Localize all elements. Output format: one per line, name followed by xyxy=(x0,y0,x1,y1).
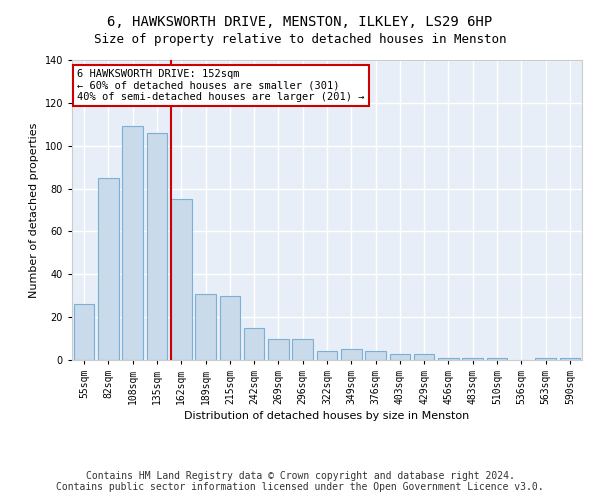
Bar xyxy=(463,358,483,360)
Bar xyxy=(220,296,240,360)
Bar xyxy=(122,126,143,360)
Bar xyxy=(317,352,337,360)
Bar xyxy=(292,338,313,360)
Bar xyxy=(535,358,556,360)
Bar xyxy=(560,358,580,360)
Bar xyxy=(74,304,94,360)
Bar xyxy=(487,358,508,360)
Bar xyxy=(244,328,265,360)
Bar xyxy=(98,178,119,360)
Text: Contains HM Land Registry data © Crown copyright and database right 2024.
Contai: Contains HM Land Registry data © Crown c… xyxy=(56,471,544,492)
Bar xyxy=(389,354,410,360)
Bar xyxy=(268,338,289,360)
Y-axis label: Number of detached properties: Number of detached properties xyxy=(29,122,39,298)
Text: Size of property relative to detached houses in Menston: Size of property relative to detached ho… xyxy=(94,32,506,46)
Bar xyxy=(365,352,386,360)
Bar xyxy=(341,350,362,360)
X-axis label: Distribution of detached houses by size in Menston: Distribution of detached houses by size … xyxy=(184,411,470,421)
Bar xyxy=(414,354,434,360)
Bar xyxy=(146,133,167,360)
Text: 6, HAWKSWORTH DRIVE, MENSTON, ILKLEY, LS29 6HP: 6, HAWKSWORTH DRIVE, MENSTON, ILKLEY, LS… xyxy=(107,15,493,29)
Bar xyxy=(171,200,191,360)
Text: 6 HAWKSWORTH DRIVE: 152sqm
← 60% of detached houses are smaller (301)
40% of sem: 6 HAWKSWORTH DRIVE: 152sqm ← 60% of deta… xyxy=(77,69,365,102)
Bar xyxy=(438,358,459,360)
Bar xyxy=(195,294,216,360)
